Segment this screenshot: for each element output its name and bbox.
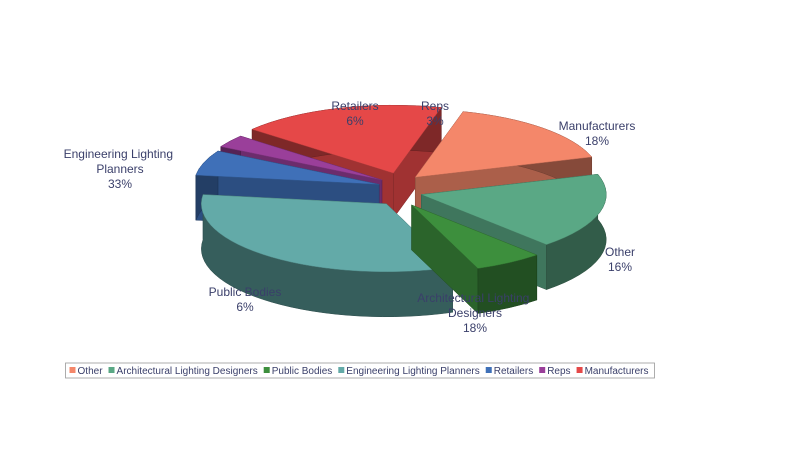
legend-label: Other (78, 366, 104, 377)
slice-label: Retailers (331, 99, 378, 113)
slice-label: Engineering Lighting Planners (64, 147, 177, 176)
slice-value-label: 33% (108, 177, 132, 191)
slice-top (220, 135, 383, 181)
legend-swatch (485, 367, 492, 373)
slice-value-label: 18% (585, 134, 609, 148)
slice-value-label: 16% (608, 260, 632, 274)
slice-top (414, 111, 593, 178)
legend-label: Reps (547, 366, 570, 377)
slice-label: Architectural Lighting Designers (417, 291, 532, 320)
legend: Other Architectural Lighting Designers Pub… (65, 362, 655, 379)
slice-top (411, 204, 538, 269)
legend-swatch (338, 367, 345, 373)
legend-label: Manufacturers (585, 366, 649, 377)
legend-swatch (576, 367, 583, 373)
legend-label: Retailers (494, 366, 533, 377)
legend-swatch (539, 367, 546, 373)
slice-label: Other (605, 245, 635, 259)
legend-label: Architectural Lighting Designers (117, 366, 258, 377)
slice-top (201, 194, 454, 273)
legend-swatch (108, 367, 115, 373)
slice (201, 194, 454, 318)
slice-label: Reps (421, 99, 449, 113)
slice-label: Public Bodies (209, 285, 282, 299)
slice-top (195, 150, 380, 185)
slice-value-label: 18% (463, 321, 487, 335)
slice-top (421, 173, 607, 245)
legend-swatch (69, 367, 76, 373)
slice-value-label: 3% (426, 114, 444, 128)
slice-label: Manufacturers (559, 119, 636, 133)
slice-value-label: 6% (236, 300, 254, 314)
slice (411, 204, 538, 315)
legend-swatch (263, 367, 270, 373)
legend-box (65, 362, 655, 379)
slice-value-label: 6% (346, 114, 364, 128)
legend-label: Engineering Lighting Planners (346, 366, 479, 377)
slice-top (251, 104, 442, 174)
legend-label: Public Bodies (272, 366, 333, 377)
